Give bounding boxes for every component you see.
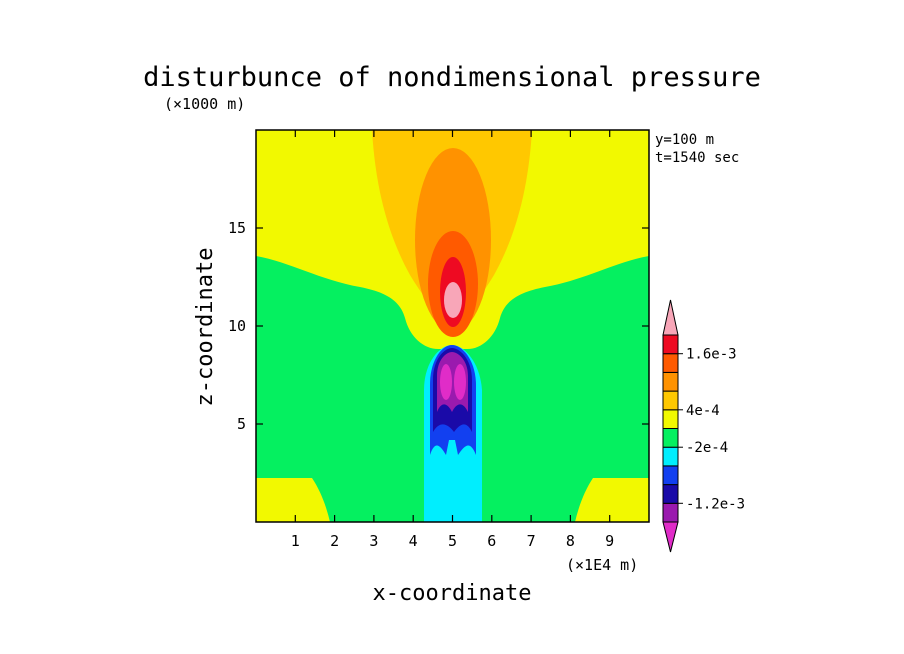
contour-field — [256, 130, 649, 522]
info-line-y: y=100 m — [655, 132, 714, 148]
x-tick-label: 7 — [527, 532, 536, 550]
x-tick-label: 1 — [291, 532, 300, 550]
colorbar: 1.6e-3 4e-4 -2e-4 -1.2e-3 — [662, 299, 745, 553]
colorbar-box — [662, 390, 679, 411]
axis-ticks: 1 2 3 4 5 6 7 8 9 5 10 15 — [228, 130, 649, 550]
contour-region — [454, 364, 466, 400]
x-tick-label: 6 — [487, 532, 496, 550]
colorbar-triangle-bottom — [662, 521, 679, 553]
x-unit-label: (×1E4 m) — [566, 556, 638, 574]
x-tick-label: 8 — [566, 532, 575, 550]
x-tick-label: 4 — [409, 532, 418, 550]
contour-region — [440, 364, 452, 400]
colorbar-box — [662, 428, 679, 448]
chart-title: disturbunce of nondimensional pressure — [143, 62, 761, 93]
colorbar-box — [662, 465, 679, 486]
x-tick-label: 5 — [448, 532, 457, 550]
y-tick-label: 10 — [228, 317, 246, 335]
colorbar-box — [662, 409, 679, 429]
x-tick-label: 9 — [605, 532, 614, 550]
y-tick-label: 5 — [237, 415, 246, 433]
x-axis-label: x-coordinate — [373, 581, 532, 606]
y-axis-label: z-coordinate — [193, 248, 218, 407]
colorbar-box — [662, 446, 679, 467]
colorbar-label: -2e-4 — [686, 440, 728, 456]
contour-region — [444, 282, 462, 318]
colorbar-box — [662, 371, 679, 392]
x-tick-label: 3 — [369, 532, 378, 550]
info-line-t: t=1540 sec — [655, 150, 739, 166]
colorbar-label: 4e-4 — [686, 403, 720, 419]
contour-region — [256, 478, 330, 522]
contour-region — [575, 478, 649, 522]
x-tick-label: 2 — [330, 532, 339, 550]
colorbar-box — [662, 484, 679, 504]
y-unit-label: (×1000 m) — [164, 95, 245, 113]
colorbar-box — [662, 353, 679, 373]
y-tick-label: 15 — [228, 219, 246, 237]
colorbar-box — [662, 334, 679, 355]
colorbar-triangle-top — [662, 299, 679, 336]
colorbar-label: -1.2e-3 — [686, 496, 745, 512]
colorbar-box — [662, 502, 679, 523]
colorbar-label: 1.6e-3 — [686, 347, 737, 363]
